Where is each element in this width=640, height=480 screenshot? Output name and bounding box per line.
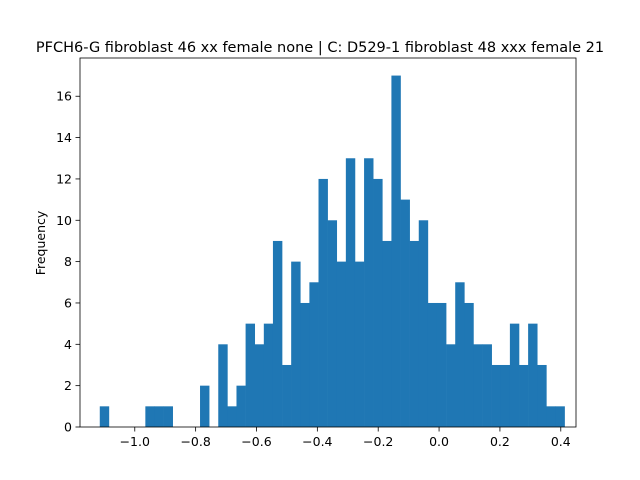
histogram-bar xyxy=(99,406,110,427)
x-tick-label: −0.2 xyxy=(363,434,393,449)
y-tick-label: 4 xyxy=(64,337,72,352)
y-tick-label: 0 xyxy=(64,420,72,435)
x-tick-label: 0.0 xyxy=(429,434,449,449)
y-axis-label: Frequency xyxy=(33,210,48,275)
histogram-bar xyxy=(227,406,237,427)
histogram-bar xyxy=(354,261,365,427)
histogram-bars xyxy=(99,75,565,427)
y-tick-label: 14 xyxy=(56,130,72,145)
histogram-bar xyxy=(200,385,210,427)
histogram-bar xyxy=(291,261,301,427)
histogram-bar xyxy=(391,75,401,427)
histogram-bar xyxy=(254,344,265,427)
y-tick-label: 2 xyxy=(64,378,72,393)
histogram-bar xyxy=(455,282,465,427)
histogram-bar xyxy=(491,364,502,427)
histogram-bar xyxy=(446,344,456,427)
x-axis: −1.0 −0.8 −0.6 −0.4 −0.2 0.0 0.2 0.4 xyxy=(120,427,571,449)
histogram-bar xyxy=(218,344,228,427)
histogram-bar xyxy=(382,240,392,427)
x-tick-label: −0.4 xyxy=(302,434,332,449)
histogram-bar xyxy=(145,406,155,427)
histogram-bar xyxy=(500,364,511,427)
x-tick-label: −0.8 xyxy=(180,434,210,449)
histogram-bar xyxy=(245,323,256,427)
histogram-bar xyxy=(345,158,356,427)
x-tick-label: 0.2 xyxy=(490,434,510,449)
histogram-bar xyxy=(464,302,474,427)
x-tick-label: −0.6 xyxy=(241,434,271,449)
histogram-bar xyxy=(300,302,310,427)
histogram-bar xyxy=(555,406,565,427)
plot-frame xyxy=(79,57,577,428)
histogram-bar xyxy=(537,364,547,427)
histogram-bar xyxy=(327,220,338,427)
y-tick-label: 16 xyxy=(56,89,72,104)
histogram-bar xyxy=(373,178,383,427)
x-tick-label: −1.0 xyxy=(120,434,150,449)
histogram-bar xyxy=(154,406,164,427)
histogram-bar xyxy=(400,199,410,427)
histogram-bar xyxy=(318,178,328,427)
histogram-bar xyxy=(263,323,274,427)
histogram-bar xyxy=(528,323,538,427)
chart-title: PFCH6-G fibroblast 46 xx female none | C… xyxy=(36,40,604,56)
histogram-bar xyxy=(509,323,520,427)
histogram-bar xyxy=(309,282,319,427)
histogram-bar xyxy=(519,364,529,427)
histogram-bar xyxy=(436,302,447,427)
y-tick-label: 12 xyxy=(56,171,72,186)
histogram-bar xyxy=(427,302,438,427)
histogram-bar xyxy=(546,406,556,427)
y-tick-label: 8 xyxy=(64,254,72,269)
histogram-bar xyxy=(409,240,420,427)
y-axis: 0 2 4 6 8 10 12 14 16 xyxy=(56,89,80,435)
histogram-bar xyxy=(272,240,283,427)
y-tick-label: 10 xyxy=(56,213,72,228)
histogram-bar xyxy=(418,220,429,427)
histogram-bar xyxy=(282,364,292,427)
histogram-bar xyxy=(163,406,173,427)
histogram-bar xyxy=(236,385,246,427)
histogram-bar xyxy=(336,261,347,427)
x-tick-label: 0.4 xyxy=(551,434,571,449)
histogram-bar xyxy=(364,158,374,427)
histogram-bar xyxy=(473,344,483,427)
y-tick-label: 6 xyxy=(64,295,72,310)
histogram-bar xyxy=(482,344,492,427)
